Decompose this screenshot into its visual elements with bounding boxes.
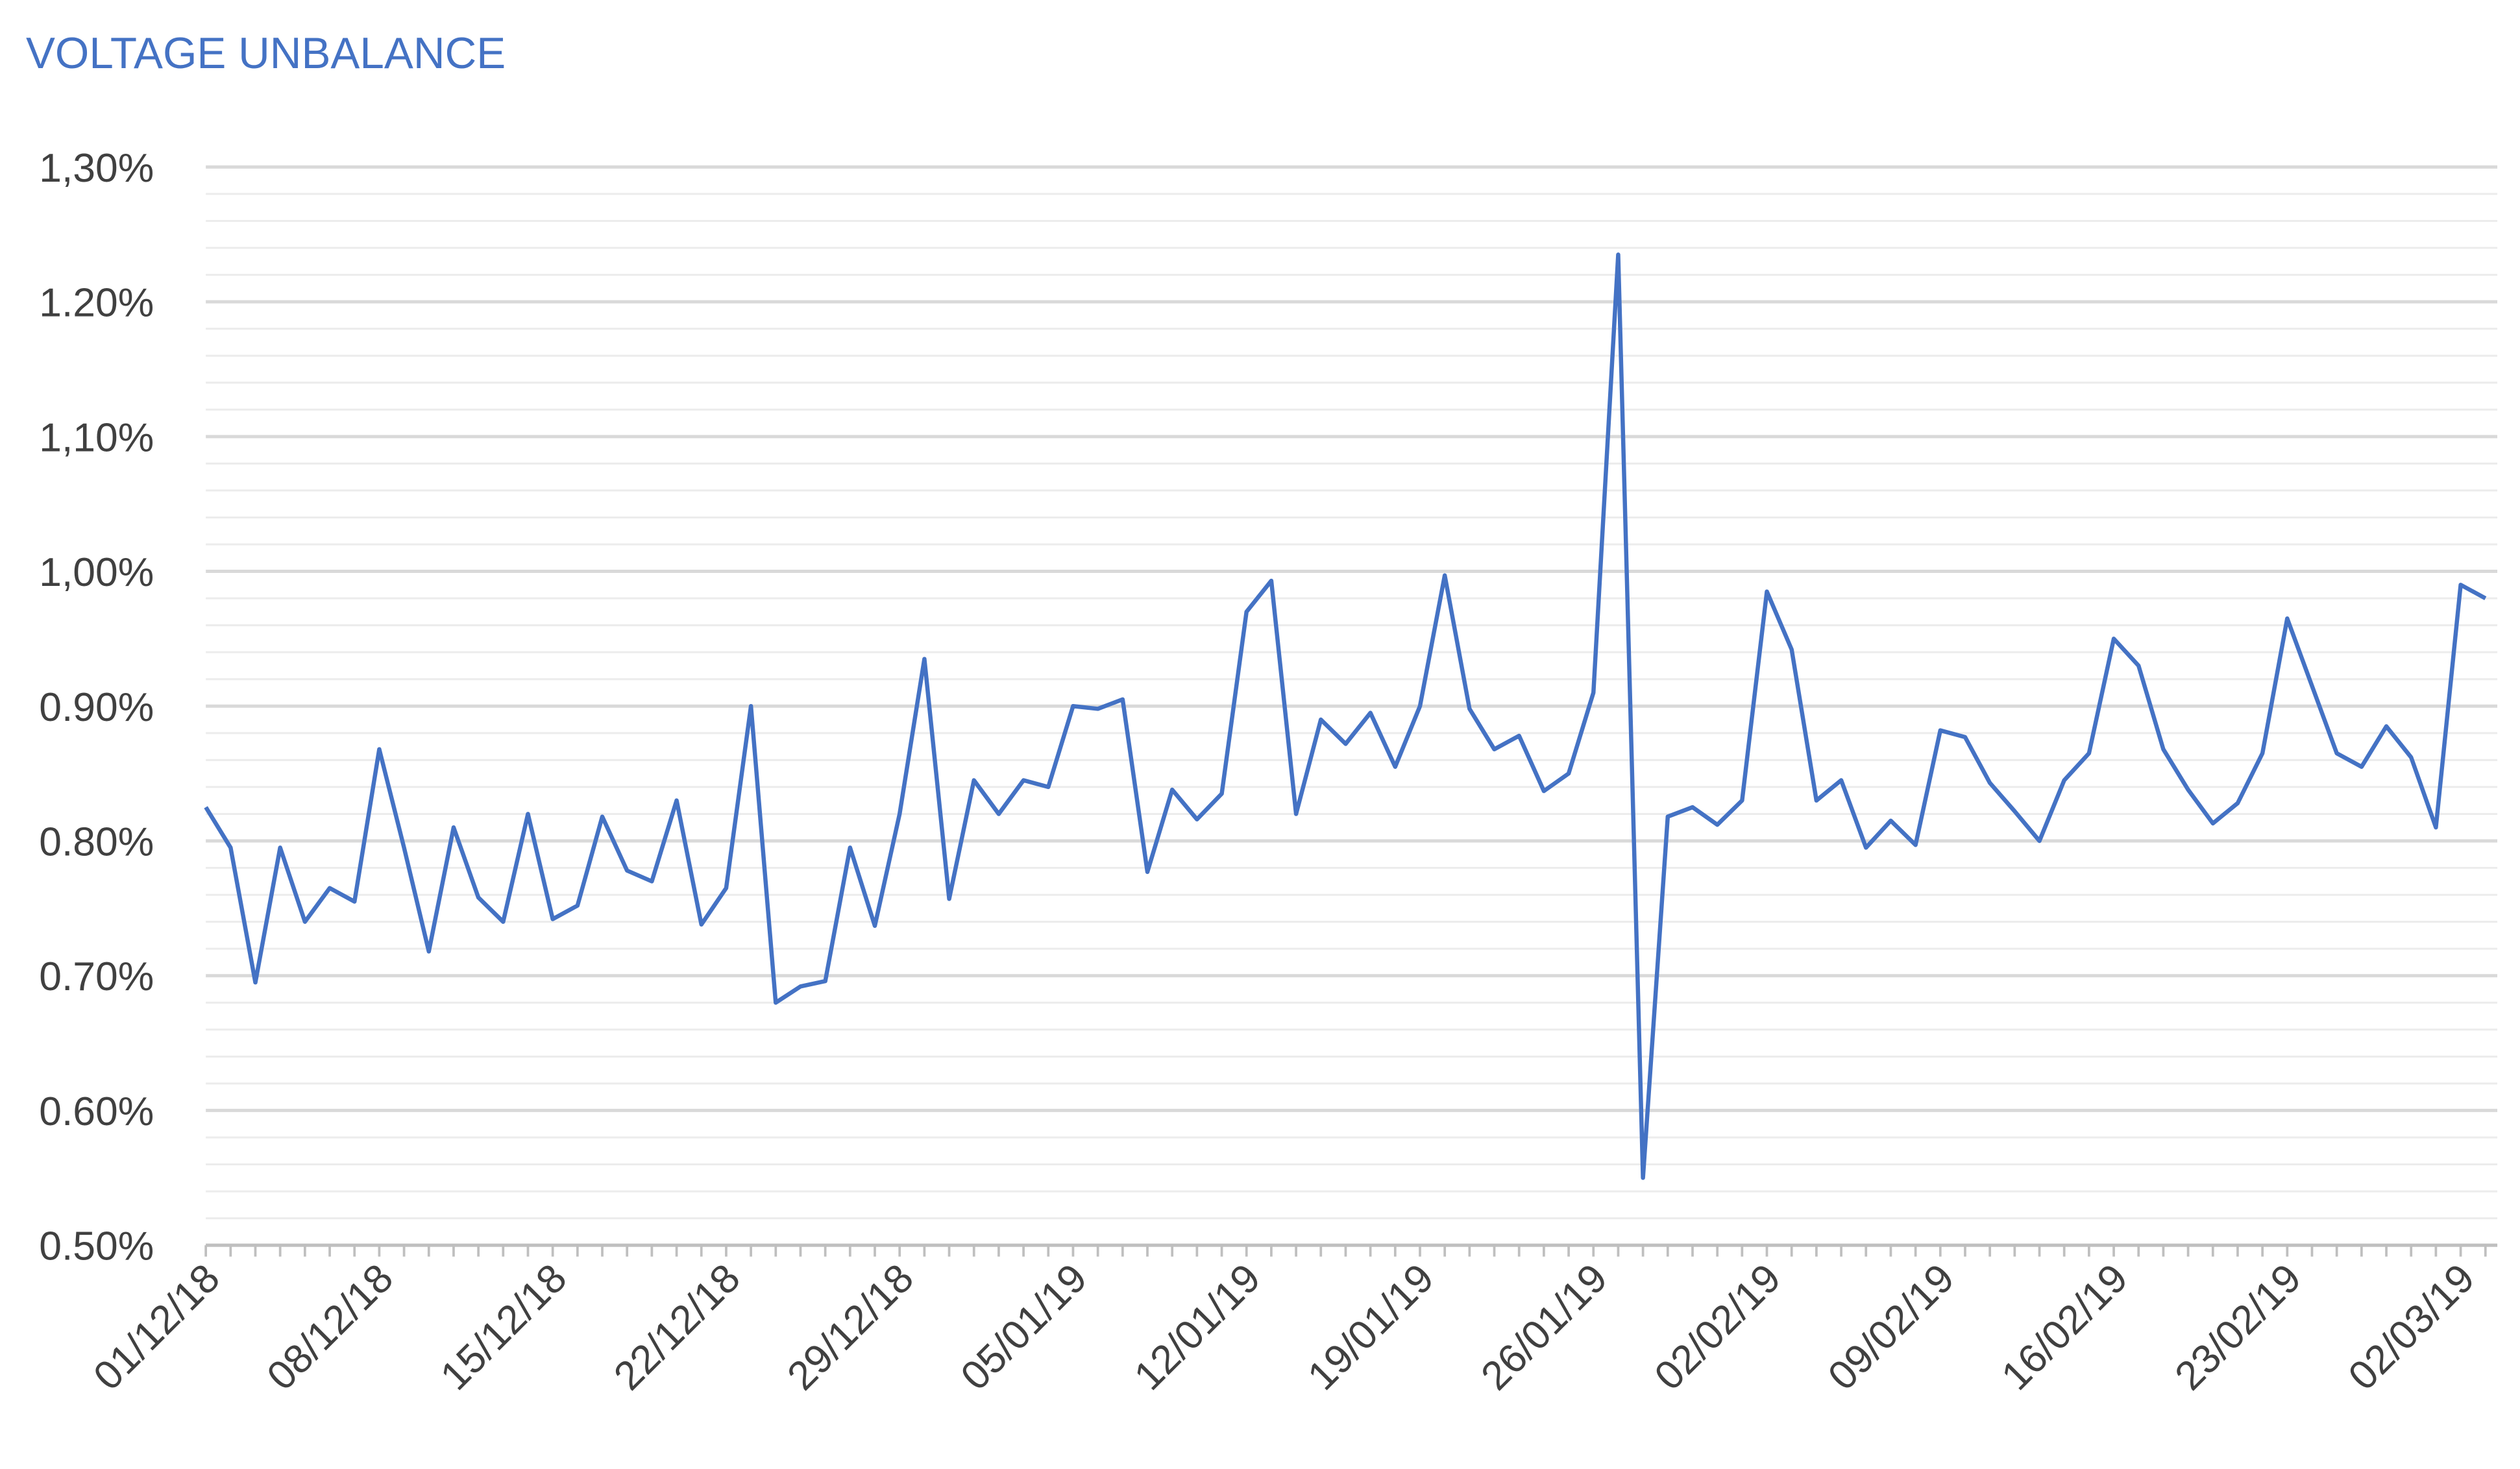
y-tick-label: 0.90% xyxy=(39,685,154,730)
y-tick-label: 1,10% xyxy=(39,415,154,460)
y-tick-label: 1.20% xyxy=(39,280,154,326)
y-tick-label: 1,30% xyxy=(39,145,154,191)
chart-title: VOLTAGE UNBALANCE xyxy=(26,29,506,78)
y-tick-label: 1,00% xyxy=(39,550,154,595)
y-tick-label: 0.70% xyxy=(39,954,154,999)
y-tick-label: 0.50% xyxy=(39,1224,154,1269)
y-tick-label: 0.60% xyxy=(39,1089,154,1134)
data-line xyxy=(204,252,2487,1180)
y-tick-label: 0.80% xyxy=(39,819,154,864)
